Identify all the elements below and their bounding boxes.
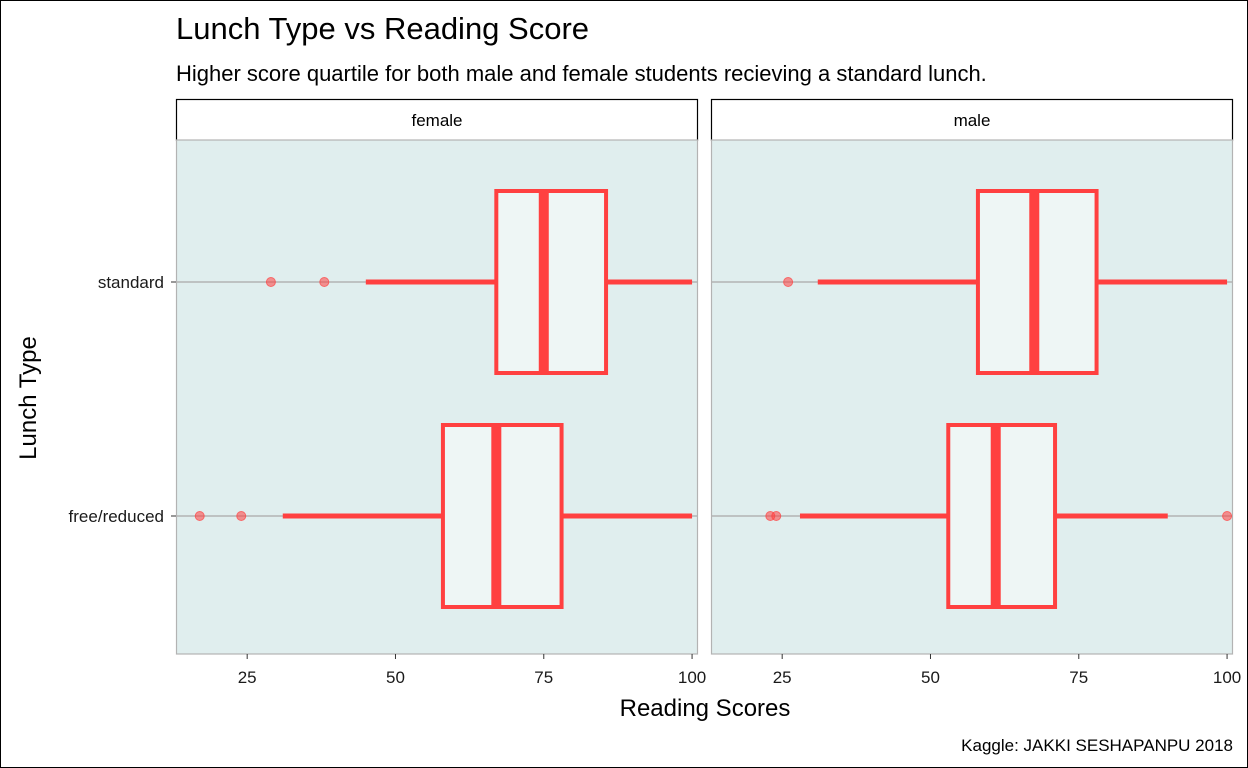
x-tick-label: 50	[921, 668, 940, 687]
chart-caption: Kaggle: JAKKI SESHAPANPU 2018	[961, 736, 1233, 755]
facet-label: female	[411, 111, 462, 130]
y-tick-label: standard	[98, 273, 164, 292]
outlier-point	[771, 511, 782, 521]
panel-background	[175, 139, 699, 655]
chart-title: Lunch Type vs Reading Score	[176, 11, 589, 46]
box-iqr	[440, 423, 564, 609]
y-tick-label: free/reduced	[69, 507, 164, 526]
x-axis-title: Reading Scores	[620, 695, 791, 722]
x-tick-label: 75	[534, 668, 553, 687]
box-iqr	[494, 189, 609, 375]
x-tick-label: 100	[1213, 668, 1241, 687]
x-tick-label: 50	[386, 668, 405, 687]
outlier-point	[783, 277, 794, 287]
x-tick-label: 100	[678, 668, 706, 687]
facet-strip	[710, 98, 1234, 142]
outlier-point	[265, 277, 276, 287]
y-axis-title: Lunch Type	[15, 336, 42, 460]
facet-strip	[175, 98, 699, 142]
x-tick-label: 75	[1069, 668, 1088, 687]
box-iqr	[946, 423, 1058, 609]
outlier-point	[194, 511, 205, 521]
chart-subtitle: Higher score quartile for both male and …	[176, 61, 987, 86]
outlier-point	[1222, 511, 1233, 521]
facet-label: male	[954, 111, 991, 130]
x-tick-label: 25	[238, 668, 257, 687]
facet-panels: female 25 50 75 100 male 25 50 75 100 standard free…	[69, 98, 1241, 687]
x-tick-label: 25	[773, 668, 792, 687]
outlier-point	[319, 277, 330, 287]
outlier-point	[236, 511, 247, 521]
